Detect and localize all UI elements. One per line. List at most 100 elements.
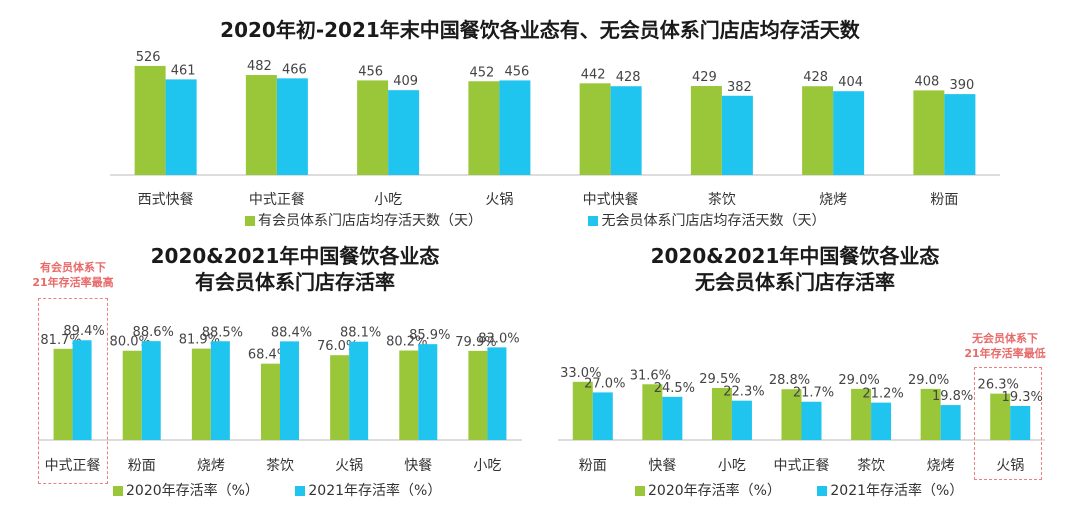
chart1-value-label-s1-1: 526 xyxy=(136,50,161,65)
chart2-title-line1: 2020&2021年中国餐饮各业态 xyxy=(150,244,440,268)
chart2-bar-s1-2 xyxy=(122,350,142,440)
chart2-category-label-5: 火锅 xyxy=(335,458,363,474)
chart2-bar-s2-5 xyxy=(349,341,369,440)
chart3-value-label-s1-2: 31.6% xyxy=(630,368,671,383)
chart2-value-label-s2-6: 85.9% xyxy=(409,328,450,343)
chart3-bar-s2-4 xyxy=(801,401,822,440)
chart1-value-label-s2-3: 409 xyxy=(393,74,418,89)
chart3-category-label-5: 茶饮 xyxy=(857,458,885,474)
chart1-bar-s2-8 xyxy=(944,94,976,175)
chart1-category-label-4: 火锅 xyxy=(485,192,513,208)
chart2-title: 2020&2021年中国餐饮各业态 有会员体系门店存活率 xyxy=(110,243,480,295)
chart2-bar-s2-7 xyxy=(487,347,507,440)
chart1-bar-s1-3 xyxy=(357,80,389,175)
chart3-bar-s1-2 xyxy=(642,384,663,440)
chart2-category-label-7: 小吃 xyxy=(473,458,501,474)
chart3-category-label-3: 小吃 xyxy=(718,458,746,474)
chart3-category-label-4: 中式正餐 xyxy=(774,458,830,474)
chart2-title-line2: 有会员体系门店存活率 xyxy=(195,270,395,294)
chart1-value-label-s1-5: 442 xyxy=(581,67,606,82)
chart3-value-label-s1-6: 29.0% xyxy=(908,373,949,388)
chart2-value-label-s2-7: 83.0% xyxy=(478,331,519,346)
chart2-legend-item-1: 2020年存活率（%） xyxy=(113,483,259,499)
chart2-category-label-3: 烧烤 xyxy=(197,458,225,474)
chart1-bar-s1-7 xyxy=(802,86,834,175)
chart1-value-label-s1-6: 429 xyxy=(692,70,717,85)
chart1-value-label-s2-4: 456 xyxy=(504,64,529,79)
chart2-category-label-6: 快餐 xyxy=(404,458,432,474)
chart3-bar-s1-4 xyxy=(781,389,802,440)
chart3-title-line2: 无会员体系门店存活率 xyxy=(695,270,895,294)
chart1-value-label-s2-7: 404 xyxy=(838,75,863,90)
chart1-category-label-1: 西式快餐 xyxy=(138,192,194,208)
chart1-value-label-s2-5: 428 xyxy=(616,70,641,85)
chart2-value-label-s2-1: 89.4% xyxy=(63,324,104,339)
chart1-legend: 有会员体系门店店均存活天数（天） 无会员体系门店店均存活天数（天） xyxy=(245,210,857,230)
chart3-value-label-s2-1: 27.0% xyxy=(584,376,625,391)
legend-swatch-green xyxy=(635,486,645,496)
chart3-value-label-s2-4: 21.7% xyxy=(793,386,834,401)
chart1-value-label-s2-2: 466 xyxy=(282,62,307,77)
chart2-category-label-4: 茶饮 xyxy=(266,458,294,474)
chart1-bar-s1-4 xyxy=(468,81,500,175)
chart2-legend: 2020年存活率（%） 2021年存活率（%） xyxy=(113,480,473,500)
chart3-value-label-s2-7: 19.3% xyxy=(1002,390,1043,405)
chart1-legend-label-1: 有会员体系门店店均存活天数（天） xyxy=(258,213,482,229)
chart2-category-label-1: 中式正餐 xyxy=(45,458,101,474)
chart2-bar-s1-3 xyxy=(191,348,211,440)
chart3-category-label-2: 快餐 xyxy=(648,458,676,474)
chart1-bar-s2-2 xyxy=(276,78,308,175)
chart3-highlight-box xyxy=(974,367,1042,480)
chart3-legend-item-2: 2021年存活率（%） xyxy=(817,483,963,499)
chart2-bar-s2-2 xyxy=(141,341,161,440)
chart3-bar-s1-5 xyxy=(851,388,872,440)
chart1-legend-item-2: 无会员体系门店店均存活天数（天） xyxy=(588,213,825,229)
chart3-category-label-7: 火锅 xyxy=(996,458,1024,474)
chart2-bar-s1-1 xyxy=(53,348,73,440)
chart2-bar-s1-7 xyxy=(468,350,488,440)
chart1-category-label-2: 中式正餐 xyxy=(249,192,305,208)
chart3-bar-s1-7 xyxy=(990,393,1011,440)
chart2-value-label-s1-5: 76.0% xyxy=(317,339,358,354)
chart1-value-label-s2-8: 390 xyxy=(949,78,974,93)
chart1-bar-s2-4 xyxy=(499,80,531,175)
chart3-value-label-s2-2: 24.5% xyxy=(654,381,695,396)
chart3-value-label-s2-6: 19.8% xyxy=(932,389,973,404)
chart1-bar-s2-6 xyxy=(721,95,753,175)
chart3-legend: 2020年存活率（%） 2021年存活率（%） xyxy=(635,480,995,500)
chart2-value-label-s2-2: 88.6% xyxy=(133,325,174,340)
chart2-bar-s1-4 xyxy=(261,363,280,440)
chart1-legend-item-1: 有会员体系门店店均存活天数（天） xyxy=(245,213,482,229)
chart3-bar-s2-5 xyxy=(871,402,892,440)
legend-swatch-blue xyxy=(817,486,828,496)
chart3-value-label-s1-1: 33.0% xyxy=(560,366,601,381)
chart2-highlight-box xyxy=(38,298,108,484)
chart3-legend-label-2: 2021年存活率（%） xyxy=(830,483,964,499)
chart3-callout: 无会员体系下 21年存活率最低 xyxy=(964,332,1046,360)
chart3-category-label-6: 烧烤 xyxy=(927,458,955,474)
chart3-bar-s2-3 xyxy=(731,400,752,440)
chart2-value-label-s2-5: 88.1% xyxy=(340,326,381,341)
chart2-bar-s1-6 xyxy=(399,350,419,440)
chart1-category-label-5: 中式快餐 xyxy=(583,192,639,208)
chart1-value-label-s1-4: 452 xyxy=(469,65,494,80)
chart2-category-label-2: 粉面 xyxy=(128,458,156,474)
chart3-bar-s2-1 xyxy=(592,392,613,440)
chart2-legend-label-2: 2021年存活率（%） xyxy=(308,483,442,499)
chart2-bar-s2-4 xyxy=(280,341,299,440)
chart3-category-label-1: 粉面 xyxy=(579,458,607,474)
chart3-value-label-s1-3: 29.5% xyxy=(699,372,740,387)
chart3-bar-s2-2 xyxy=(662,396,683,440)
chart1-bar-s1-8 xyxy=(913,90,945,175)
chart2-value-label-s2-4: 88.4% xyxy=(271,325,312,340)
legend-swatch-green xyxy=(113,486,123,496)
chart3-title: 2020&2021年中国餐饮各业态 无会员体系门店存活率 xyxy=(610,243,980,295)
chart2-value-label-s1-1: 81.7% xyxy=(40,333,81,348)
chart3-legend-item-1: 2020年存活率（%） xyxy=(635,483,781,499)
legend-swatch-green xyxy=(245,216,255,226)
chart1-bar-s2-3 xyxy=(388,90,420,175)
chart2-value-label-s1-2: 80.0% xyxy=(110,335,151,350)
chart2-legend-label-1: 2020年存活率（%） xyxy=(126,483,259,499)
chart3-bar-s2-7 xyxy=(1010,405,1031,440)
